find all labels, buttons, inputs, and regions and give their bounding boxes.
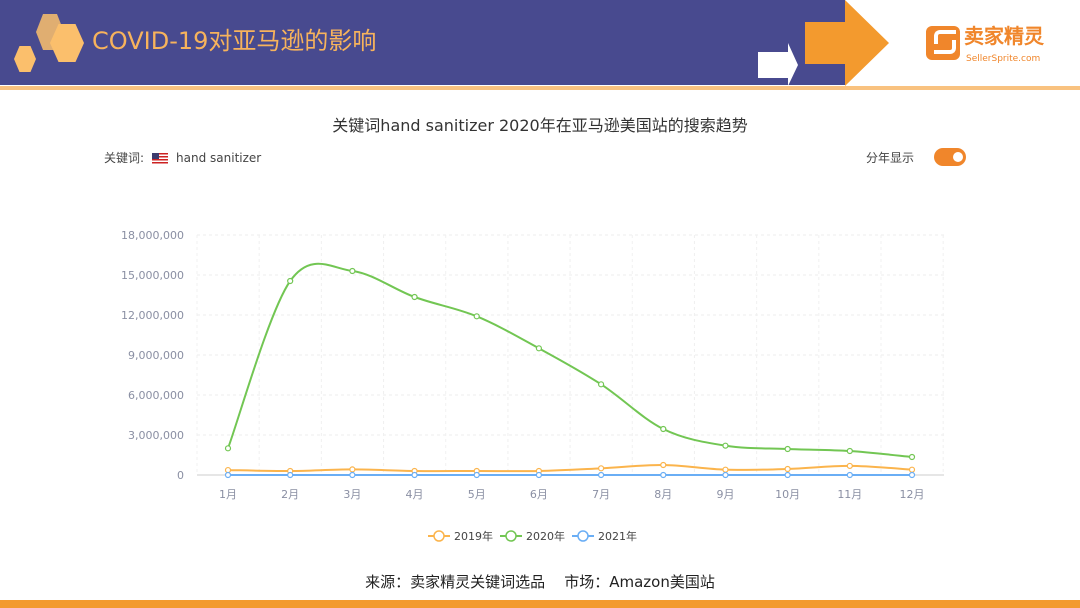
x-tick-label: 10月	[775, 488, 800, 501]
legend-marker-icon	[577, 530, 589, 542]
data-point[interactable]	[784, 471, 791, 479]
data-point[interactable]	[597, 471, 605, 479]
data-point[interactable]	[597, 381, 605, 388]
data-point[interactable]	[224, 445, 232, 452]
y-tick-label: 6,000,000	[128, 389, 184, 402]
us-flag-icon	[152, 153, 169, 164]
data-point[interactable]	[411, 293, 418, 301]
x-tick-label: 8月	[654, 488, 672, 501]
chart-title: 关键词hand sanitizer 2020年在亚马逊美国站的搜索趋势	[332, 116, 748, 135]
data-point[interactable]	[224, 466, 232, 474]
source-note: 来源：卖家精灵关键词选品 市场：Amazon美国站	[365, 573, 715, 591]
data-point[interactable]	[473, 313, 480, 320]
keyword-label-row: 关键词: hand sanitizer	[104, 150, 261, 166]
series-line-2019年	[227, 463, 913, 473]
data-point[interactable]	[349, 466, 356, 473]
hexagon-icon	[14, 46, 36, 72]
data-point[interactable]	[349, 471, 356, 479]
y-tick-label: 15,000,000	[121, 269, 184, 282]
by-year-label: 分年显示	[866, 151, 915, 165]
x-tick-label: 7月	[592, 488, 610, 501]
data-point[interactable]	[722, 442, 729, 449]
legend-marker-icon	[505, 530, 517, 542]
x-tick-label: 6月	[530, 488, 548, 501]
legend-label: 2020年	[526, 529, 565, 543]
x-tick-label: 2月	[281, 488, 299, 501]
data-point[interactable]	[473, 471, 480, 479]
data-point[interactable]	[660, 461, 667, 469]
data-point[interactable]	[535, 345, 543, 352]
y-tick-label: 3,000,000	[128, 429, 184, 442]
data-point[interactable]	[287, 471, 294, 479]
x-tick-label: 9月	[716, 488, 734, 501]
legend-marker-icon	[433, 530, 445, 542]
data-point[interactable]	[784, 445, 791, 453]
data-point[interactable]	[908, 471, 916, 479]
x-tick-label: 3月	[343, 488, 361, 501]
data-point[interactable]	[411, 471, 418, 479]
x-tick-label: 12月	[900, 488, 925, 501]
data-point[interactable]	[535, 471, 543, 479]
logo-url: SellerSprite.com	[966, 54, 1041, 64]
y-tick-label: 0	[177, 469, 184, 482]
data-point[interactable]	[660, 471, 667, 479]
footer-bar	[0, 600, 1080, 608]
keyword-label: 关键词:	[104, 151, 145, 165]
data-point[interactable]	[846, 462, 853, 470]
by-year-toggle[interactable]	[934, 148, 966, 166]
legend-item[interactable]: 2019年	[428, 529, 493, 543]
legend-item[interactable]: 2021年	[572, 529, 637, 543]
data-point[interactable]	[722, 471, 729, 479]
arrow-graphic	[758, 0, 889, 86]
x-tick-label: 4月	[406, 488, 424, 501]
legend-label: 2021年	[598, 529, 637, 543]
data-point[interactable]	[908, 466, 916, 473]
x-tick-label: 11月	[837, 488, 862, 501]
y-tick-label: 18,000,000	[121, 229, 184, 242]
y-tick-label: 9,000,000	[128, 349, 184, 362]
data-point[interactable]	[908, 453, 916, 461]
data-point[interactable]	[722, 466, 729, 473]
y-tick-label: 12,000,000	[121, 309, 184, 322]
legend-item[interactable]: 2020年	[500, 529, 565, 543]
data-point[interactable]	[660, 425, 667, 433]
data-point[interactable]	[846, 471, 853, 479]
page-title: COVID-19对亚马逊的影响	[92, 27, 377, 55]
logo-name: 卖家精灵	[964, 24, 1044, 48]
x-tick-label: 1月	[219, 488, 237, 501]
legend-label: 2019年	[454, 529, 493, 543]
header-bar	[0, 0, 845, 85]
x-tick-label: 5月	[468, 488, 486, 501]
data-point[interactable]	[784, 465, 791, 473]
logo-icon	[926, 26, 960, 60]
data-point[interactable]	[349, 267, 356, 275]
data-point[interactable]	[224, 471, 232, 479]
data-point[interactable]	[846, 447, 853, 455]
line-chart: 0 3,000,000 6,000,000 9,000,000 12,000,000 15…	[121, 229, 944, 543]
keyword-value: hand sanitizer	[176, 151, 262, 165]
data-point[interactable]	[287, 277, 294, 285]
header-divider	[0, 86, 1080, 90]
data-point[interactable]	[597, 465, 605, 472]
